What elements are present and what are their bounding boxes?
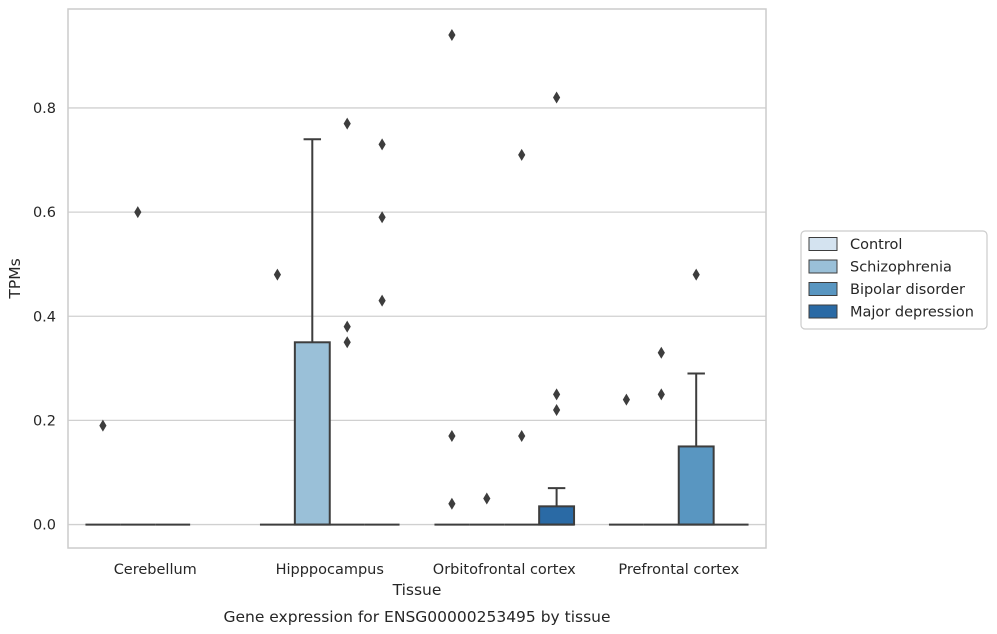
- x-axis-label: Tissue: [392, 581, 442, 599]
- outlier-point: [343, 336, 351, 349]
- legend-label: Schizophrenia: [850, 260, 952, 276]
- legend-label: Bipolar disorder: [850, 282, 965, 298]
- box-plot-series: [85, 29, 749, 526]
- box-body: [677, 445, 715, 526]
- chart-caption: Gene expression for ENSG00000253495 by t…: [223, 608, 610, 626]
- box-major-depression: [538, 91, 576, 526]
- legend-swatch: [808, 259, 838, 274]
- legend-swatch: [808, 304, 838, 319]
- outlier-point: [692, 268, 700, 281]
- x-tick-label: Cerebellum: [114, 562, 197, 578]
- y-tick-label: 0.0: [33, 518, 56, 534]
- box-bipolar-disorder: [677, 268, 715, 526]
- x-tick-label: Hipppocampus: [276, 562, 384, 578]
- outlier-point: [448, 29, 456, 42]
- outlier-point: [518, 148, 526, 161]
- legend-frame: [800, 230, 988, 330]
- box-schizophrenia: [120, 206, 156, 526]
- box-body: [293, 341, 331, 526]
- y-axis-ticks: 0.0 0.2 0.4 0.6 0.8: [33, 101, 56, 534]
- outlier-point: [448, 430, 456, 443]
- outlier-point: [483, 492, 491, 505]
- box-major-depression: [364, 138, 400, 526]
- outlier-point: [378, 138, 386, 151]
- y-tick-label: 0.2: [33, 413, 56, 429]
- plot-frame: [67, 8, 767, 549]
- legend-swatch: [808, 237, 838, 251]
- box-schizophrenia: [469, 492, 505, 526]
- outlier-point: [553, 388, 561, 401]
- outlier-point: [343, 117, 351, 130]
- outlier-point: [378, 294, 386, 307]
- outlier-point: [448, 497, 456, 510]
- outlier-point: [657, 388, 665, 401]
- x-axis-ticks: Cerebellum Hipppocampus Orbitofrontal cort…: [114, 562, 740, 578]
- box-body: [538, 505, 576, 526]
- x-tick-label: Orbitofrontal cortex: [433, 562, 576, 578]
- y-gridlines: [68, 107, 766, 526]
- outlier-point: [518, 430, 526, 443]
- outlier-point: [553, 403, 561, 416]
- outlier-point: [134, 206, 142, 219]
- y-axis-label: TPMs: [6, 258, 24, 299]
- box-control: [608, 393, 644, 526]
- legend: Control Schizophrenia Bipolar disorder Majo…: [800, 230, 988, 330]
- outlier-point: [343, 320, 351, 333]
- box-control: [434, 29, 470, 526]
- box-bipolar-disorder: [329, 117, 365, 526]
- outlier-point: [622, 393, 630, 406]
- x-tick-label: Prefrontal cortex: [618, 562, 739, 578]
- box-schizophrenia: [293, 138, 331, 526]
- box-bipolar-disorder: [504, 148, 540, 526]
- outlier-point: [378, 211, 386, 224]
- outlier-point: [99, 419, 107, 432]
- legend-label: Control: [850, 237, 902, 253]
- outlier-point: [273, 268, 281, 281]
- legend-swatch: [808, 282, 838, 296]
- box-control: [85, 419, 121, 526]
- legend-label: Major depression: [850, 305, 974, 321]
- y-tick-label: 0.6: [33, 205, 56, 221]
- box-schizophrenia: [643, 346, 679, 526]
- box-control: [259, 268, 295, 526]
- y-tick-label: 0.8: [33, 101, 56, 117]
- outlier-point: [553, 91, 561, 104]
- outlier-point: [657, 346, 665, 359]
- y-tick-label: 0.4: [33, 309, 56, 325]
